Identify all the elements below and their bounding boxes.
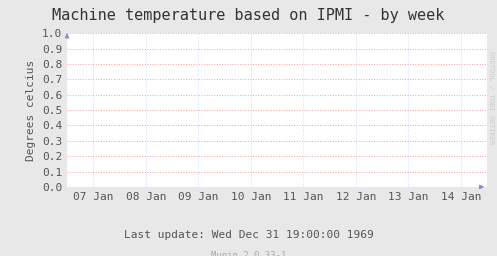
Text: Last update: Wed Dec 31 19:00:00 1969: Last update: Wed Dec 31 19:00:00 1969 xyxy=(124,230,373,240)
Text: Munin 2.0.33-1: Munin 2.0.33-1 xyxy=(211,251,286,256)
Text: Machine temperature based on IPMI - by week: Machine temperature based on IPMI - by w… xyxy=(52,8,445,23)
Y-axis label: Degrees celcius: Degrees celcius xyxy=(26,59,36,161)
Text: RRDTOOL / TOBI OETIKER: RRDTOOL / TOBI OETIKER xyxy=(488,50,494,144)
